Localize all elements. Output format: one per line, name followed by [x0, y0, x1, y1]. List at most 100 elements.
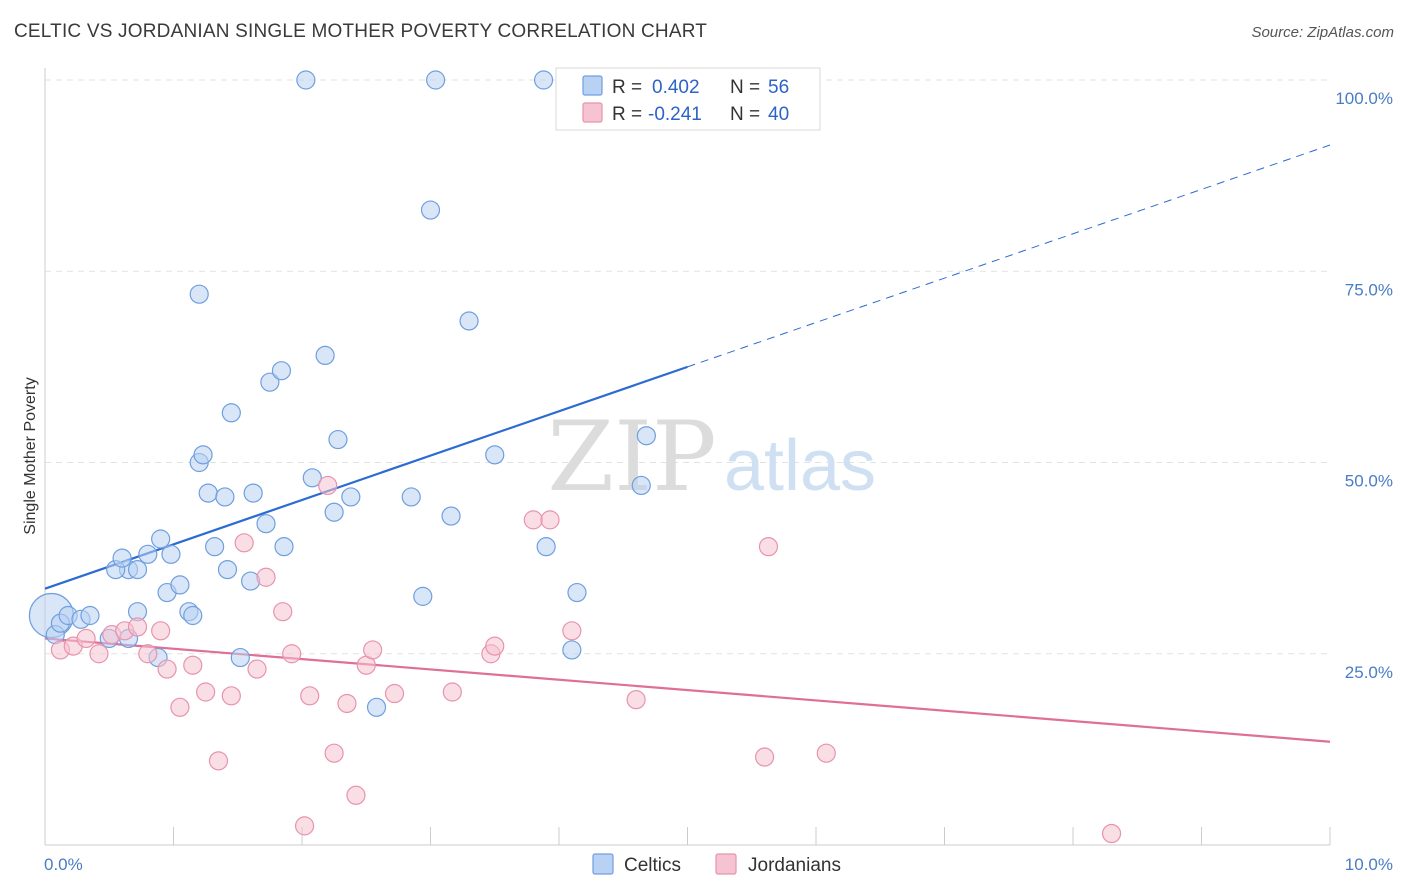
point-1-17	[256, 567, 276, 587]
point-1-18	[273, 602, 293, 622]
y-tick-label-3: 100.0%	[1335, 89, 1393, 108]
legend-r-label-jordanians: R =	[612, 104, 642, 125]
point-1-8	[151, 621, 171, 641]
point-0-36	[302, 468, 322, 488]
legend-n-label-jordanians: N =	[730, 104, 760, 125]
point-1-14	[221, 686, 241, 706]
point-1-23	[324, 743, 344, 763]
point-0-34	[189, 284, 209, 304]
point-0-17	[170, 575, 190, 595]
point-0-45	[426, 70, 446, 90]
point-1-15	[234, 533, 254, 553]
point-0-54	[636, 426, 656, 446]
point-0-53	[631, 475, 651, 496]
point-0-24	[215, 487, 235, 507]
point-0-10	[112, 548, 132, 568]
legend-n-value-celtics: 56	[768, 77, 789, 98]
y-tick-label-0: 25.0%	[1345, 663, 1393, 682]
point-1-2	[76, 628, 96, 649]
point-0-37	[315, 345, 335, 365]
point-1-32	[540, 510, 560, 530]
stats-legend: R = 0.402 N = 56 R = -0.241 N = 40	[555, 67, 821, 131]
tick-labels: 25.0% 50.0% 75.0% 100.0% 0.0% 10.0%	[44, 89, 1393, 874]
series-label-jordanians: Jordanians	[748, 855, 841, 876]
point-0-42	[401, 487, 421, 507]
point-1-7	[138, 644, 158, 664]
point-1-19	[282, 644, 302, 664]
point-1-25	[346, 785, 366, 805]
point-1-28	[384, 683, 405, 704]
grid	[45, 79, 1330, 655]
point-1-35	[754, 747, 775, 767]
point-1-9	[157, 659, 177, 679]
series-label-celtics: Celtics	[624, 855, 681, 876]
point-0-43	[413, 586, 433, 606]
point-0-51	[562, 640, 582, 660]
point-0-33	[271, 361, 292, 381]
point-0-44	[420, 200, 441, 220]
x-tick-label-0: 0.0%	[44, 855, 83, 874]
point-1-3	[89, 644, 109, 664]
point-0-25	[217, 559, 238, 580]
point-0-23	[205, 537, 225, 557]
point-1-24	[337, 693, 357, 714]
point-1-22	[318, 475, 338, 496]
watermark-atlas: atlas	[724, 426, 876, 506]
legend-swatch-celtics	[582, 75, 603, 96]
y-axis-label: Single Mother Poverty	[22, 377, 39, 534]
point-0-26	[221, 403, 241, 423]
point-0-46	[441, 506, 461, 526]
trend-line-extension-0	[687, 144, 1331, 368]
y-tick-label-2: 75.0%	[1345, 280, 1393, 299]
point-0-52	[567, 582, 587, 603]
point-1-36	[758, 537, 779, 557]
point-1-11	[183, 655, 203, 675]
point-1-39	[485, 636, 505, 656]
point-0-29	[243, 483, 263, 503]
point-1-31	[523, 510, 543, 530]
legend-r-value-celtics: 0.402	[652, 77, 700, 98]
point-0-39	[324, 502, 344, 522]
point-0-31	[274, 537, 294, 557]
point-0-38	[328, 429, 348, 450]
chart-title: CELTIC VS JORDANIAN SINGLE MOTHER POVERT…	[14, 21, 708, 42]
point-1-37	[816, 743, 836, 763]
point-0-27	[230, 647, 250, 668]
point-0-41	[366, 697, 387, 717]
point-1-16	[247, 659, 267, 679]
legend-r-value-jordanians: -0.241	[648, 104, 702, 125]
point-1-20	[294, 816, 315, 836]
point-0-13	[138, 544, 158, 564]
point-0-47	[459, 311, 479, 331]
point-1-6	[127, 617, 148, 637]
legend-r-label-celtics: R =	[612, 77, 642, 98]
series-legend: Celtics Jordanians	[592, 853, 841, 876]
point-0-50	[533, 70, 554, 90]
data-points	[28, 70, 1122, 844]
legend-swatch-jordanians	[582, 102, 603, 123]
watermark: ZIP atlas	[547, 401, 876, 513]
point-1-21	[300, 686, 320, 706]
point-0-30	[256, 514, 276, 534]
point-1-13	[208, 751, 229, 771]
point-0-40	[341, 487, 361, 507]
point-1-33	[562, 621, 582, 641]
point-0-49	[536, 537, 556, 557]
point-0-32	[260, 372, 280, 392]
source-label: Source: ZipAtlas.com	[1251, 24, 1394, 41]
point-0-15	[161, 544, 181, 564]
point-1-10	[170, 697, 190, 717]
point-1-12	[196, 682, 216, 702]
y-tick-label-1: 50.0%	[1345, 472, 1393, 491]
point-0-5	[80, 605, 100, 626]
trend-line-1	[44, 637, 1331, 743]
point-0-48	[485, 445, 505, 465]
axes	[44, 68, 1331, 846]
point-0-21	[193, 445, 213, 465]
point-1-29	[442, 682, 462, 702]
point-1-38	[1101, 823, 1122, 844]
point-0-22	[198, 483, 218, 503]
point-1-27	[363, 640, 383, 660]
watermark-zip: ZIP	[547, 401, 716, 513]
